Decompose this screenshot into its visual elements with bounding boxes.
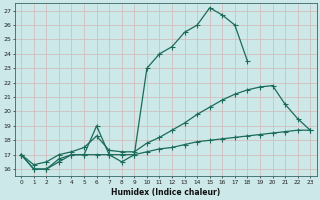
X-axis label: Humidex (Indice chaleur): Humidex (Indice chaleur) xyxy=(111,188,220,197)
